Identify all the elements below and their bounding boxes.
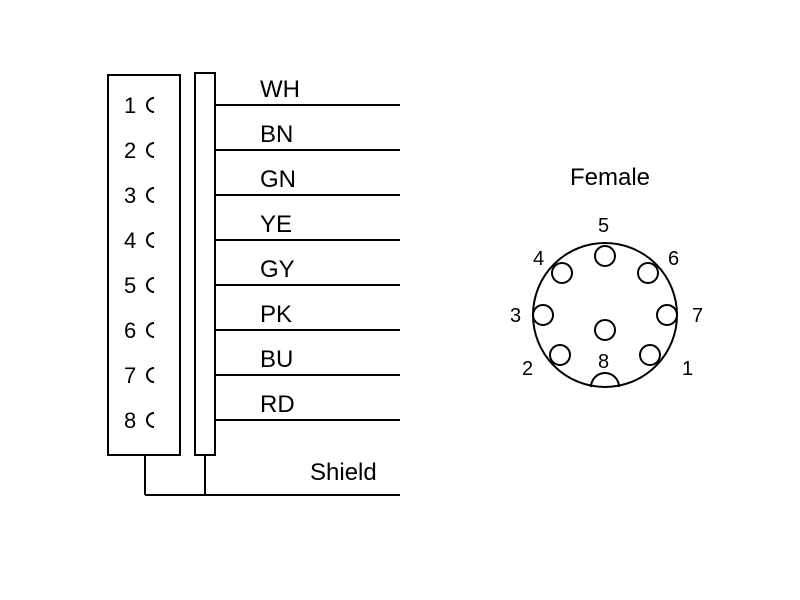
face-pin	[552, 263, 572, 283]
face-pin-label: 3	[510, 305, 521, 327]
face-pin	[657, 305, 677, 325]
pin-number: 7	[124, 363, 136, 388]
shield-label: Shield	[310, 459, 377, 486]
wire-label: BN	[260, 121, 293, 148]
pin-terminal	[147, 143, 154, 157]
connector-body	[108, 75, 180, 455]
pin-number: 2	[124, 138, 136, 163]
wiring-diagram: 1 WH 2 BN 3 GN 4 YE 5 GY 6 PK 7 BU 8 RD Shield Female 1 2 3 4…	[0, 0, 800, 600]
pin-terminal	[147, 368, 154, 382]
pin-terminal	[147, 413, 154, 427]
pin-terminal	[147, 278, 154, 292]
pin-number: 3	[124, 183, 136, 208]
face-pin-label: 6	[668, 248, 679, 270]
wire-label: WH	[260, 76, 300, 103]
wire-label: RD	[260, 391, 295, 418]
pin-terminal	[147, 98, 154, 112]
face-pin-label: 1	[682, 358, 693, 380]
connector-title: Female	[570, 164, 650, 191]
pin-terminal	[147, 323, 154, 337]
wire-label: YE	[260, 211, 292, 238]
face-pin-label: 2	[522, 358, 533, 380]
face-pin	[533, 305, 553, 325]
face-pin-label: 4	[533, 248, 544, 270]
pin-number: 8	[124, 408, 136, 433]
face-pin-label: 7	[692, 305, 703, 327]
pin-number: 6	[124, 318, 136, 343]
connector-collar	[195, 73, 215, 455]
wire-label: GY	[260, 256, 295, 283]
connector-key	[591, 373, 619, 387]
face-pin-label: 8	[598, 351, 609, 373]
pin-number: 1	[124, 93, 136, 118]
face-pin	[638, 263, 658, 283]
pin-number: 4	[124, 228, 136, 253]
pin-terminal	[147, 233, 154, 247]
pin-terminal	[147, 188, 154, 202]
face-pin	[550, 345, 570, 365]
wire-label: BU	[260, 346, 293, 373]
face-pin-label: 5	[598, 215, 609, 237]
wire-label: GN	[260, 166, 296, 193]
pin-number: 5	[124, 273, 136, 298]
face-pin	[640, 345, 660, 365]
face-pin	[595, 246, 615, 266]
wire-label: PK	[260, 301, 292, 328]
face-pin	[595, 320, 615, 340]
